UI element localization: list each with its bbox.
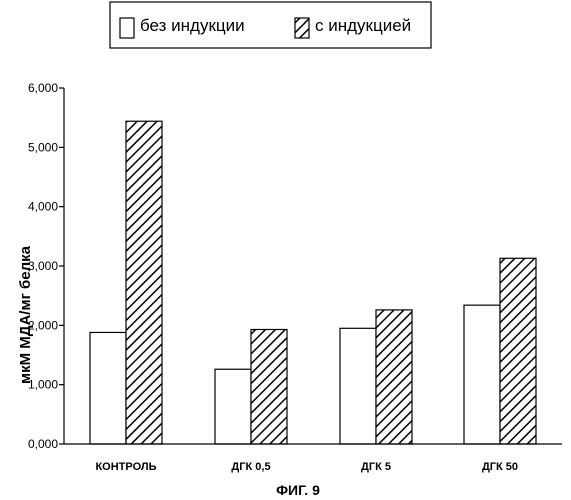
bar-hatched-3 [500, 258, 536, 444]
legend-label-plain: без индукции [140, 16, 245, 35]
figure-caption: ФИГ. 9 [276, 482, 320, 498]
y-tick-label: 3,000 [28, 259, 58, 273]
x-tick-label: ДГК 5 [361, 461, 391, 473]
x-tick-labels: КОНТРОЛЬ ДГК 0,5 ДГК 5 ДГК 50 [95, 461, 518, 473]
bar-hatched-1 [251, 329, 287, 444]
bar-plain-1 [215, 369, 251, 444]
x-tick-label: КОНТРОЛЬ [95, 461, 156, 473]
bar-hatched-0 [126, 121, 162, 444]
legend-label-hatched: с индукцией [315, 16, 411, 35]
bar-plain-2 [340, 328, 376, 444]
bar-hatched-2 [376, 310, 412, 444]
legend-swatch-plain [120, 18, 134, 38]
x-tick-label: ДГК 50 [482, 461, 518, 473]
legend-swatch-hatched [295, 18, 309, 38]
y-tick-label: 4,000 [28, 200, 58, 214]
x-tick-label: ДГК 0,5 [231, 461, 270, 473]
y-tick-label: 5,000 [28, 140, 58, 154]
y-tick-label: 0,000 [28, 437, 58, 451]
bars [90, 121, 536, 444]
y-tick-label: 2,000 [28, 318, 58, 332]
bar-plain-3 [464, 305, 500, 444]
y-ticks: 0,000 1,000 2,000 3,000 4,000 5,000 6,000 [28, 81, 64, 451]
bar-plain-0 [90, 332, 126, 444]
y-tick-label: 1,000 [28, 378, 58, 392]
y-tick-label: 6,000 [28, 81, 58, 95]
